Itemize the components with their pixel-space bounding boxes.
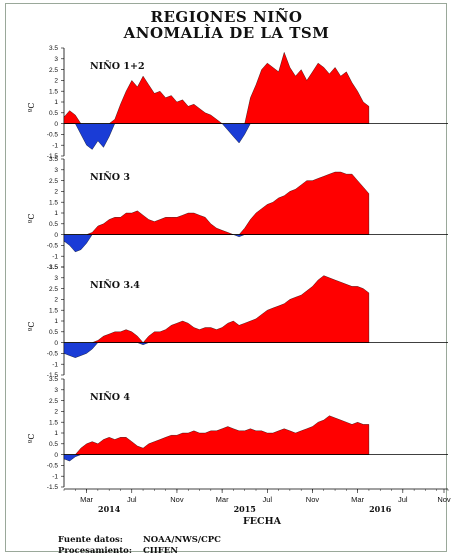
y-tick-label: -0.5 bbox=[47, 463, 59, 470]
processing-label: Procesamiento: bbox=[58, 546, 132, 556]
processing-value: CIIFEN bbox=[143, 546, 179, 556]
y-tick-label: 3.5 bbox=[49, 376, 58, 383]
y-tick-label: 1.5 bbox=[49, 419, 58, 426]
y-tick-label: 0 bbox=[54, 232, 58, 239]
year-label: 2016 bbox=[369, 504, 392, 514]
y-tick-label: 3.5 bbox=[49, 45, 58, 52]
y-tick-label: 2 bbox=[54, 189, 58, 196]
y-tick-label: 2.5 bbox=[49, 286, 58, 293]
source-label: Fuente datos: bbox=[58, 535, 123, 545]
x-axis-title: FECHA bbox=[243, 516, 282, 527]
chart-title-line2: ANOMALÌA DE LA TSM bbox=[123, 24, 330, 42]
y-tick-label: 1 bbox=[54, 210, 58, 217]
y-tick-label: 3 bbox=[54, 56, 58, 63]
negative-anomaly-area bbox=[63, 234, 369, 253]
y-tick-label: 1.5 bbox=[49, 88, 58, 95]
y-tick-label: -0.5 bbox=[47, 351, 59, 358]
y-tick-label: 0.5 bbox=[49, 329, 58, 336]
y-tick-label: 2 bbox=[54, 297, 58, 304]
y-tick-label: 3 bbox=[54, 275, 58, 282]
y-tick-label: 0 bbox=[54, 452, 58, 459]
positive-anomaly-area bbox=[64, 171, 370, 235]
y-tick-label: -0.5 bbox=[47, 132, 59, 139]
x-tick-label: Nov bbox=[170, 495, 184, 504]
y-tick-label: 1 bbox=[54, 318, 58, 325]
y-tick-label: 0 bbox=[54, 121, 58, 128]
y-tick-label: 0 bbox=[54, 340, 58, 347]
x-tick-label: Jul bbox=[398, 495, 408, 504]
y-tick-label: -1 bbox=[52, 253, 58, 260]
y-tick-label: -1.5 bbox=[47, 153, 59, 160]
y-tick-label: -1 bbox=[52, 142, 58, 149]
y-tick-label: 1 bbox=[54, 430, 58, 437]
x-tick-label: Nov bbox=[437, 495, 451, 504]
y-tick-label: 1.5 bbox=[49, 307, 58, 314]
y-tick-label: 2 bbox=[54, 78, 58, 85]
x-tick-label: Jul bbox=[127, 495, 137, 504]
y-tick-label: 2.5 bbox=[49, 178, 58, 185]
y-tick-label: 3 bbox=[54, 387, 58, 394]
panel-title: NIÑO 3 bbox=[90, 171, 130, 183]
positive-anomaly-area bbox=[64, 275, 370, 343]
year-label: 2014 bbox=[98, 504, 121, 514]
y-tick-label: -0.5 bbox=[47, 243, 59, 250]
y-tick-label: 1 bbox=[54, 99, 58, 106]
y-tick-label: 0.5 bbox=[49, 221, 58, 228]
positive-anomaly-area bbox=[64, 415, 370, 455]
y-tick-label: 0.5 bbox=[49, 110, 58, 117]
y-tick-label: 2.5 bbox=[49, 67, 58, 74]
y-axis-label: ºC bbox=[27, 213, 36, 223]
y-tick-label: 2 bbox=[54, 409, 58, 416]
negative-anomaly-area bbox=[63, 342, 369, 358]
y-tick-label: -1.5 bbox=[47, 484, 59, 491]
y-tick-label: -1 bbox=[52, 361, 58, 368]
y-tick-label: -1 bbox=[52, 473, 58, 480]
panel-title: NIÑO 4 bbox=[90, 391, 130, 403]
chart-frame bbox=[5, 3, 447, 552]
x-tick-label: Mar bbox=[80, 495, 93, 504]
y-axis-label: ºC bbox=[27, 102, 36, 112]
source-value: NOAA/NWS/CPC bbox=[143, 535, 221, 545]
y-tick-label: 3 bbox=[54, 167, 58, 174]
y-tick-label: 0.5 bbox=[49, 441, 58, 448]
x-tick-label: Jul bbox=[262, 495, 272, 504]
y-tick-label: -1.5 bbox=[47, 372, 59, 379]
negative-anomaly-area bbox=[63, 454, 369, 462]
x-tick-label: Mar bbox=[216, 495, 229, 504]
negative-anomaly-area bbox=[64, 123, 369, 150]
y-axis-label: ºC bbox=[27, 321, 36, 331]
x-tick-label: Nov bbox=[306, 495, 320, 504]
y-tick-label: -1.5 bbox=[47, 264, 59, 271]
panel-title: NIÑO 1+2 bbox=[90, 60, 145, 72]
y-tick-label: 2.5 bbox=[49, 398, 58, 405]
y-axis-label: ºC bbox=[27, 433, 36, 443]
y-tick-label: 3.5 bbox=[49, 156, 58, 163]
year-label: 2015 bbox=[234, 504, 256, 514]
panel-title: NIÑO 3.4 bbox=[90, 279, 140, 291]
y-tick-label: 1.5 bbox=[49, 199, 58, 206]
positive-anomaly-area bbox=[63, 51, 370, 124]
y-tick-label: 3.5 bbox=[49, 264, 58, 271]
x-tick-label: Mar bbox=[351, 495, 364, 504]
chart-title-line1: REGIONES NIÑO bbox=[150, 8, 303, 26]
